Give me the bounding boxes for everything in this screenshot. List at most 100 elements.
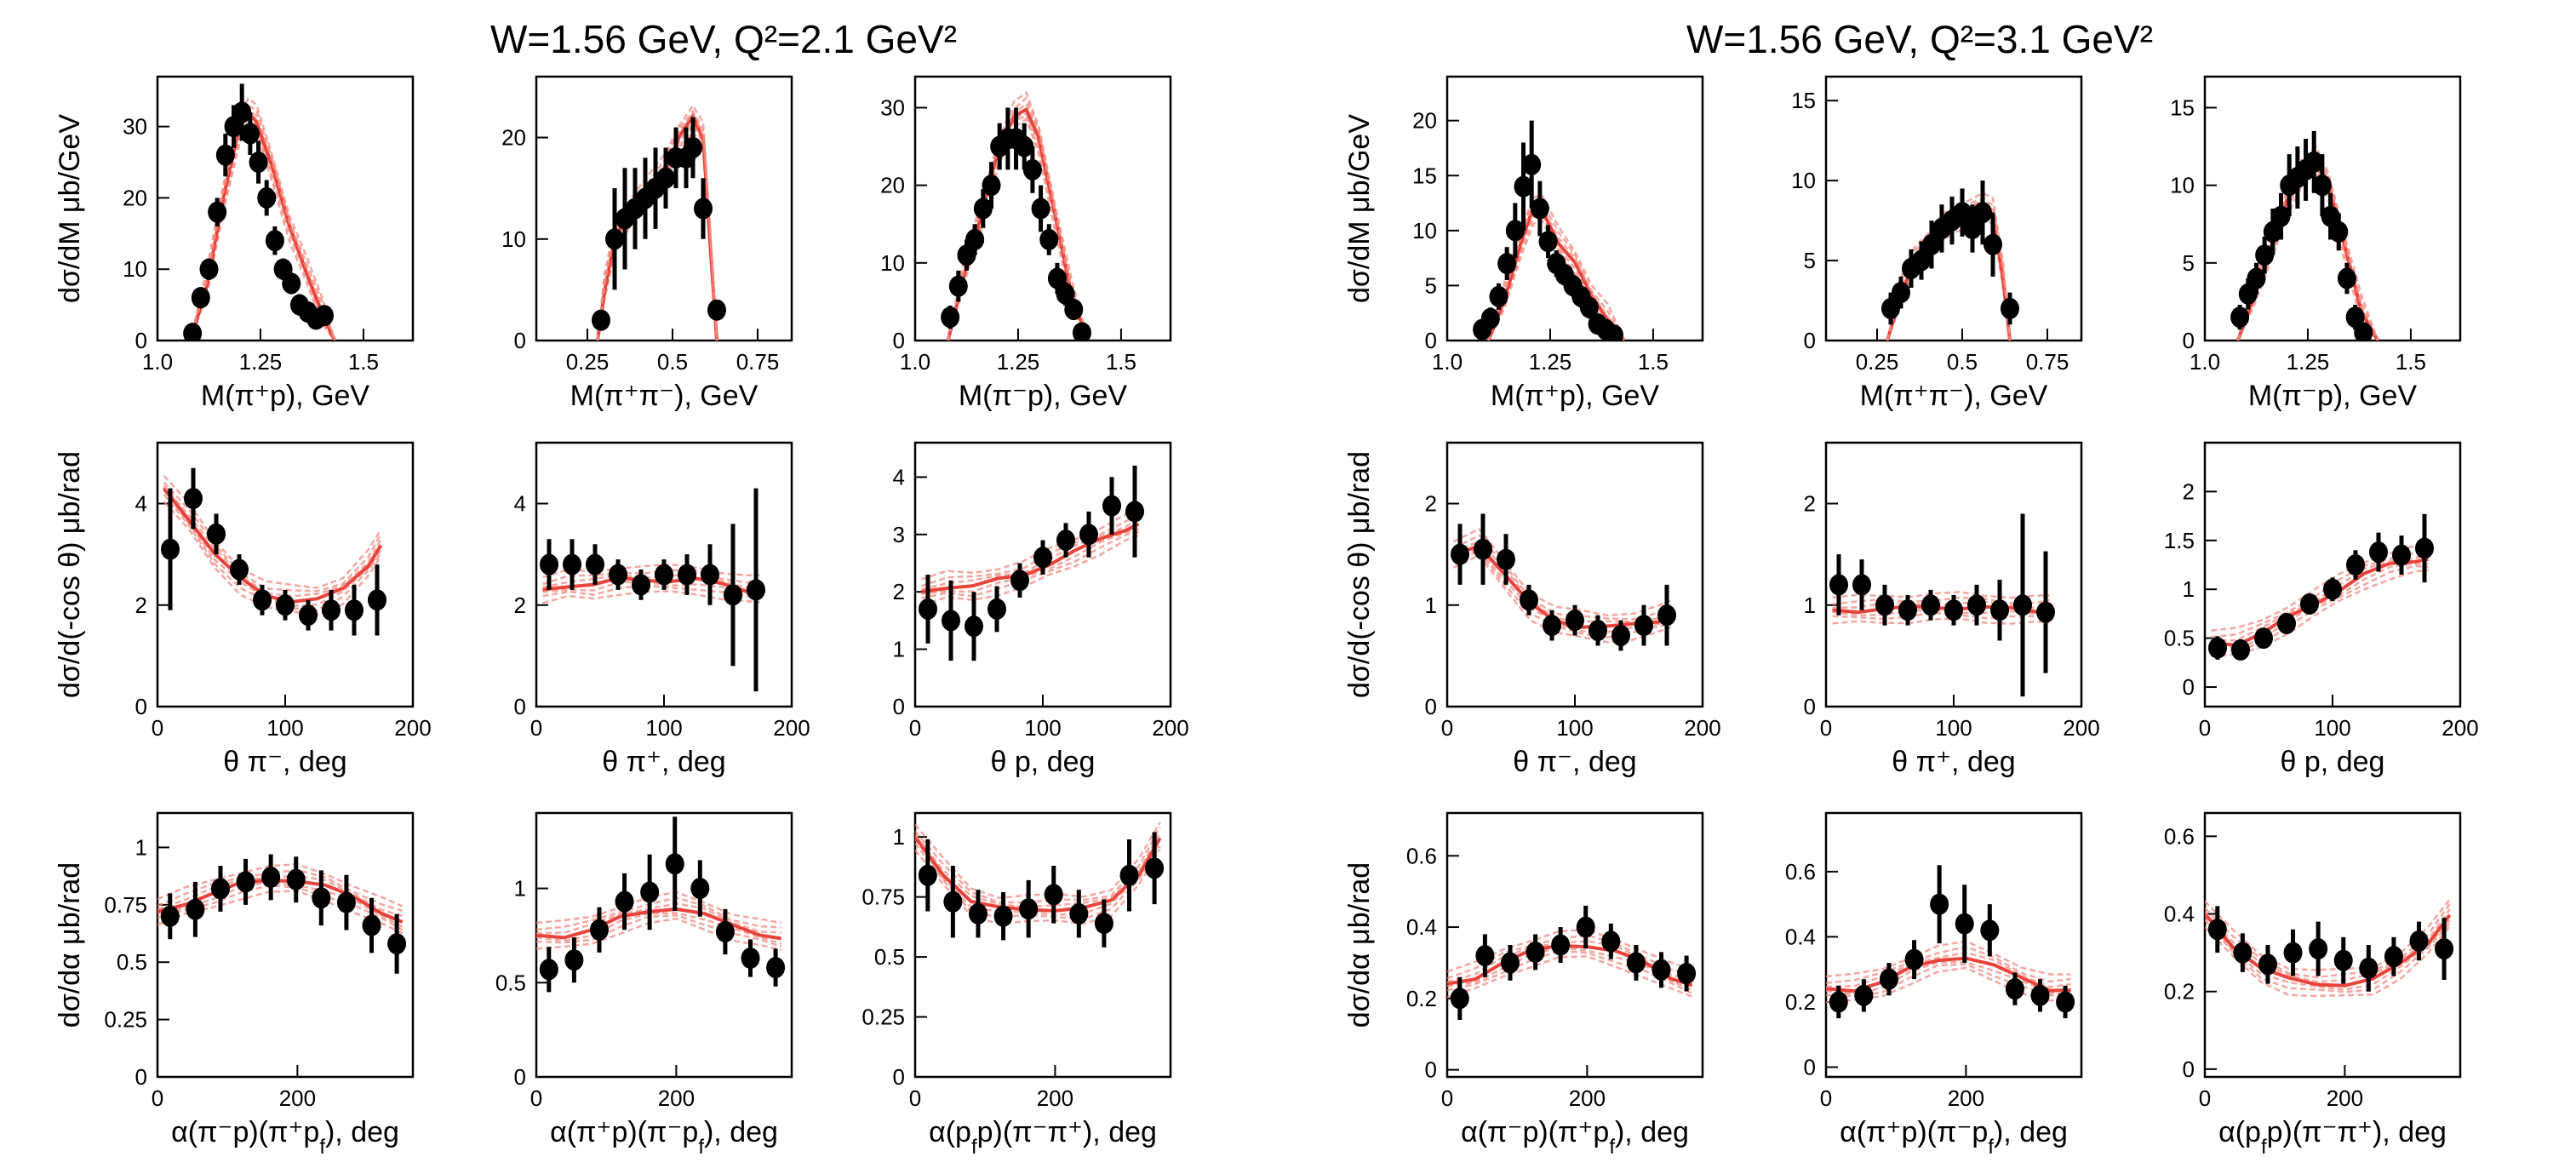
x-axis-label: θ p, deg [2281, 746, 2385, 778]
chart-panel: 0 100 200 0 2 4 θ π⁺, deg [514, 441, 810, 778]
plot-frame [1824, 811, 2083, 1079]
data-point [1497, 548, 1515, 570]
model-curve [1826, 945, 2071, 984]
data-point [1944, 599, 1963, 621]
data-point [1505, 220, 1525, 242]
model-curve [1447, 928, 1693, 973]
model-curve [163, 481, 382, 593]
plot-area [1826, 865, 2075, 1019]
x-tick-label: 1.5 [1106, 349, 1136, 375]
data-point [2263, 220, 2282, 243]
y-tick-label: 10 [501, 226, 526, 252]
x-tick-label: 0.5 [1947, 349, 1978, 375]
y-axis-label: dσ/dα μb/rad [1343, 862, 1376, 1028]
data-point [1634, 615, 1653, 637]
data-point [2030, 984, 2050, 1006]
x-tick-label: 100 [2314, 715, 2350, 741]
data-point [540, 553, 558, 575]
chart-panel: 0 100 200 0 0.5 1 1.5 2 θ p, deg [2164, 441, 2479, 778]
data-point [2056, 991, 2075, 1013]
x-tick-label: 0 [2199, 1085, 2211, 1111]
x-tick-label: 0.75 [736, 349, 780, 375]
y-tick-label: 0.6 [1406, 843, 1437, 868]
data-point [2230, 306, 2250, 329]
data-point [957, 244, 976, 266]
x-tick-label: 0 [2199, 715, 2211, 741]
y-tick-label: 10 [1412, 218, 1437, 243]
data-point [183, 323, 203, 341]
data-point [684, 136, 702, 158]
x-tick-label: 1.5 [1638, 349, 1669, 375]
model-curve [947, 96, 1090, 341]
data-point [605, 228, 624, 250]
data-point [276, 594, 295, 616]
data-point [1604, 324, 1623, 341]
data-point [609, 564, 627, 586]
data-point [1520, 589, 1538, 611]
y-tick-label: 1.5 [2164, 528, 2195, 553]
data-point [1094, 913, 1113, 935]
x-tick-label: 200 [2063, 715, 2099, 741]
x-tick-label: 1.5 [2396, 349, 2426, 375]
data-point [656, 167, 675, 189]
data-point [314, 305, 334, 327]
data-point [1912, 249, 1931, 272]
chart-panel: 0 100 200 0 1 2 θ π⁻, deg dσ/d(-cos θ) μb/rad [1343, 441, 1721, 778]
data-point [655, 564, 673, 586]
data-point [948, 275, 968, 297]
chart-panel: 0 100 200 0 1 2 θ π⁺, deg [1804, 441, 2100, 778]
y-tick-label: 1 [514, 876, 526, 902]
x-axis-label: α(pfp)(π⁻π⁺), deg [2218, 1116, 2447, 1159]
y-tick-label: 10 [1791, 168, 1816, 193]
chart-panel: 1.0 1.25 1.5 0 5 10 15 20 M(π⁺p), GeV dσ/dM μb/Ge… [1343, 75, 1704, 412]
x-tick-label: 0 [152, 1085, 163, 1111]
x-tick-label: 0 [1820, 715, 1832, 741]
data-point [747, 579, 765, 601]
data-point [2312, 175, 2332, 197]
plot-area [536, 816, 786, 993]
data-point [563, 553, 581, 575]
model-curve [921, 528, 1139, 595]
data-point [1904, 948, 1924, 970]
data-point [1657, 604, 1676, 627]
model-curve [2205, 915, 2451, 991]
y-tick-label: 4 [135, 491, 147, 517]
plot-frame [913, 811, 1172, 1079]
data-point [1973, 202, 1992, 224]
y-tick-label: 10 [880, 250, 905, 276]
data-point [299, 604, 318, 627]
data-point [1069, 902, 1089, 925]
y-axis-label: dσ/d(-cos θ) μb/rad [54, 451, 86, 698]
x-tick-label: 200 [279, 1085, 316, 1111]
data-point [741, 948, 760, 969]
data-point [2304, 151, 2324, 173]
y-tick-label: 10 [123, 256, 147, 282]
x-tick-label: 0 [909, 715, 921, 741]
data-point [973, 198, 993, 220]
data-point [987, 598, 1006, 620]
data-point [1015, 135, 1034, 157]
y-tick-label: 4 [893, 464, 905, 490]
model-curve [542, 563, 760, 579]
model-curve [2205, 919, 2451, 993]
plot-area [592, 103, 726, 341]
model-curve [536, 902, 781, 935]
plot-area [1829, 513, 2055, 697]
data-point [2409, 930, 2429, 952]
data-point [2258, 953, 2277, 976]
data-point [2247, 267, 2266, 289]
data-point [1922, 233, 1941, 255]
data-point [2333, 949, 2353, 971]
model-curve [542, 581, 760, 598]
x-axis-label: α(π⁻p)(π⁺pf), deg [1461, 1116, 1689, 1159]
data-point [265, 230, 284, 252]
data-point [160, 905, 180, 927]
chart-panel: 1.0 1.25 1.5 0 10 20 30 M(π⁺p), GeV dσ/dM μb/GeV [54, 75, 415, 412]
x-axis-label: θ π⁺, deg [602, 746, 725, 778]
data-point [236, 871, 255, 893]
data-point [1145, 857, 1165, 879]
group-title-left: W=1.56 GeV, Q²=2.1 GeV² [490, 17, 957, 61]
data-point [1854, 984, 1874, 1006]
plot-frame [913, 75, 1172, 342]
